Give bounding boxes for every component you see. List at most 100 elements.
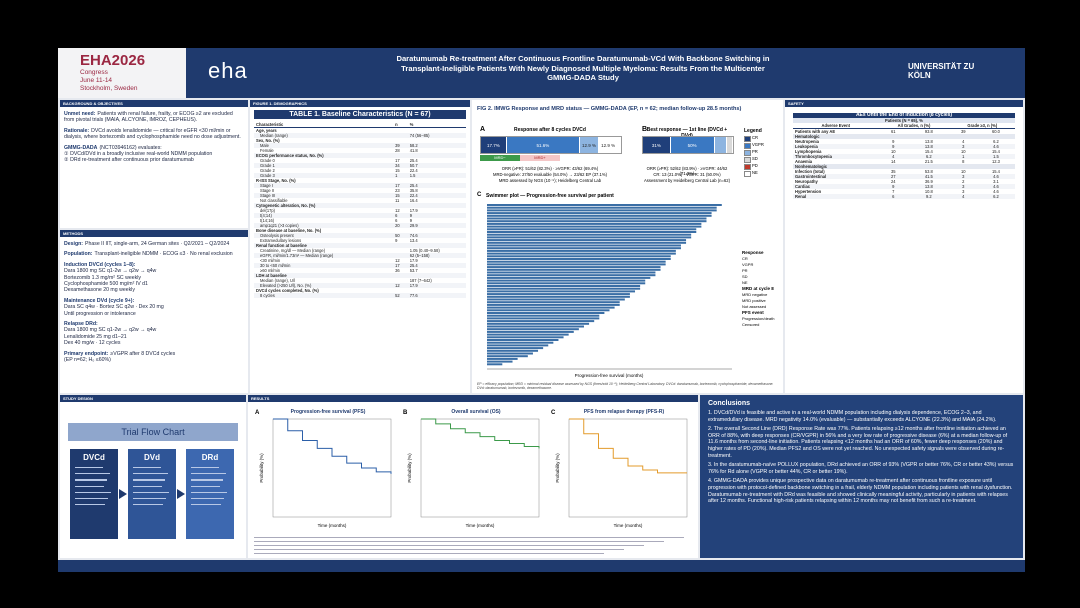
table-wrap: AEs Until the End of Induction (8 cycles… — [793, 113, 1015, 199]
km-curve — [273, 418, 392, 474]
cell-pct: 25.4 — [409, 158, 418, 163]
paragraph: Induction DVCd (cycles 1–8): Dara 1800 mg… — [64, 262, 244, 294]
swimmer-legend: MRD positive — [742, 298, 766, 303]
cell-n: 17 — [395, 263, 400, 268]
cell-pct: 9 — [409, 213, 412, 218]
safety-table: AEs Until the End of Induction (8 cycles… — [793, 113, 1015, 199]
swimmer-bar — [487, 314, 600, 317]
swimmer-bar — [487, 290, 636, 293]
swimmer-bar — [487, 212, 712, 215]
row-label: Grade 3 — [260, 173, 275, 178]
cell-n: 52 — [395, 293, 400, 298]
table-row: Stage III 15 22.4 — [254, 193, 466, 198]
table-row: Female 28 41.8 — [254, 148, 466, 153]
cell-n: 23 — [395, 188, 400, 193]
eha-title: EHA2026 — [80, 52, 146, 69]
swimmer-plot: Progression-free survival (months) — [487, 204, 732, 378]
paragraph: Rationale: DVCd avoids lenalidomide — cri… — [64, 128, 244, 141]
swimmer-bar — [487, 249, 676, 252]
section-heading: RESULTS — [248, 395, 698, 402]
row-label: Gastrointestinal — [795, 174, 827, 179]
plot-area — [568, 418, 688, 518]
km-plot: A Progression-free survival (PFS) Time (mo… — [255, 409, 392, 528]
cell-pct: 25.4 — [409, 183, 418, 188]
caption-line — [254, 549, 624, 551]
table-row: 8 cycles 52 77.6 — [254, 293, 466, 298]
row-label: Osteolysis present — [260, 233, 294, 238]
cell: 10 — [890, 149, 896, 154]
row-label: Patients with any AE — [795, 129, 836, 134]
cell-n: 17 — [395, 183, 400, 188]
km-plot: B Overall survival (OS) Time (months) Proba… — [403, 409, 540, 528]
cell-n: 9 — [395, 238, 398, 243]
cell: 4.6 — [993, 189, 999, 194]
cell: 35 — [890, 169, 896, 174]
swimmer-bar — [487, 222, 702, 225]
table-row: ≥60 ml/min 36 53.7 — [254, 268, 466, 273]
text-line — [133, 467, 161, 469]
column-header: n — [395, 122, 398, 127]
table-subtitle: Patients (N = 65), % — [793, 118, 1015, 123]
column-header: % — [409, 122, 414, 127]
km-plot: C PFS from relapse therapy (PFS-R) Time (m… — [551, 409, 688, 528]
cell-n: 6 — [395, 218, 398, 223]
km-curve — [421, 418, 540, 449]
cell-pct: 22.4 — [409, 168, 418, 173]
response-segment — [714, 137, 727, 153]
row-label: R-ISS Stage, No. (%) — [256, 178, 296, 183]
swimmer-legend: MRD at cycle 8 — [742, 286, 774, 291]
cell: 15.4 — [991, 169, 1000, 174]
row-label: Grade 1 — [260, 163, 275, 168]
swimmer-legend: MRD negative — [742, 292, 768, 297]
cell-n: 36 — [395, 268, 400, 273]
cell-pct: 17.9 — [409, 258, 418, 263]
paragraph: Primary endpoint: ≥VGPR after 8 DVCd cycl… — [64, 351, 244, 364]
cell: 36.9 — [924, 179, 933, 184]
cell-n: 50 — [395, 233, 400, 238]
cell-pct: 50.7 — [409, 163, 418, 168]
paragraph-label: Design: — [64, 241, 84, 247]
text-line — [191, 479, 223, 481]
table-row: Cytogenetic alteration, No. (%) — [254, 203, 466, 208]
paragraph: Maintenance DVd (cycle 9+): Dara SC q4w ·… — [64, 298, 244, 317]
km-curve — [569, 418, 687, 474]
text-line — [75, 491, 111, 493]
paragraph: Relapse DRd: Dara 1800 mg SC q1-2w → q2w … — [64, 321, 244, 347]
table-row: amp1q21 (>3 copies) 20 29.9 — [254, 223, 466, 228]
cell-n: 15 — [395, 168, 400, 173]
table-row: Grade 1 34 50.7 — [254, 163, 466, 168]
flow-arrow — [177, 489, 185, 499]
table-row: <30 ml/min 12 17.9 — [254, 258, 466, 263]
text-line — [191, 485, 220, 487]
panel-letter: C — [551, 410, 556, 416]
row-label: Leukopenia — [795, 144, 818, 149]
row-label: Stage I — [260, 183, 273, 188]
table-row: Bone disease at baseline, No. (%) — [254, 228, 466, 233]
swimmer-bar — [487, 206, 717, 209]
section-heading: STUDY DESIGN — [60, 395, 246, 402]
row-label: Age, years — [256, 128, 277, 133]
table-wrap: Characteristic n% Age, years Median (range)… — [254, 122, 466, 298]
subtitle-row: Patients (N = 65), % — [793, 118, 1015, 123]
row-label: Elevated (>250 U/l), No. (%) — [260, 283, 312, 288]
swimmer-bar — [487, 360, 513, 363]
text-line — [75, 497, 108, 500]
paragraph: Unmet need: Patients with renal failure, … — [64, 111, 244, 124]
swimmer-bar — [487, 236, 692, 239]
legend-label: VGPR — [752, 142, 764, 147]
table-row: Leukopenia 9 13.8 3 4.6 — [793, 144, 1015, 149]
swimmer-bar — [487, 317, 600, 320]
cell: 6.2 — [925, 154, 932, 159]
poster-title: Daratumumab Re-treatment After Continuou… — [396, 54, 770, 82]
row-label: LDH at baseline — [256, 273, 287, 278]
panel-letter: A — [255, 410, 260, 416]
paragraph-label: Rationale: — [64, 127, 90, 134]
background-panel: BACKGROUND & OBJECTIVES Unmet need: Patien… — [60, 100, 248, 228]
row-label: ≥60 ml/min — [260, 268, 280, 273]
swimmer-bar — [487, 330, 574, 333]
cell: 41.5 — [924, 174, 933, 179]
segment-label: 51.6% — [536, 142, 550, 148]
table-row: Cardiac 9 13.8 3 4.6 — [793, 184, 1015, 189]
cell-pct: 77.6 — [409, 293, 418, 298]
segment-label: 12.9 % — [601, 142, 616, 148]
